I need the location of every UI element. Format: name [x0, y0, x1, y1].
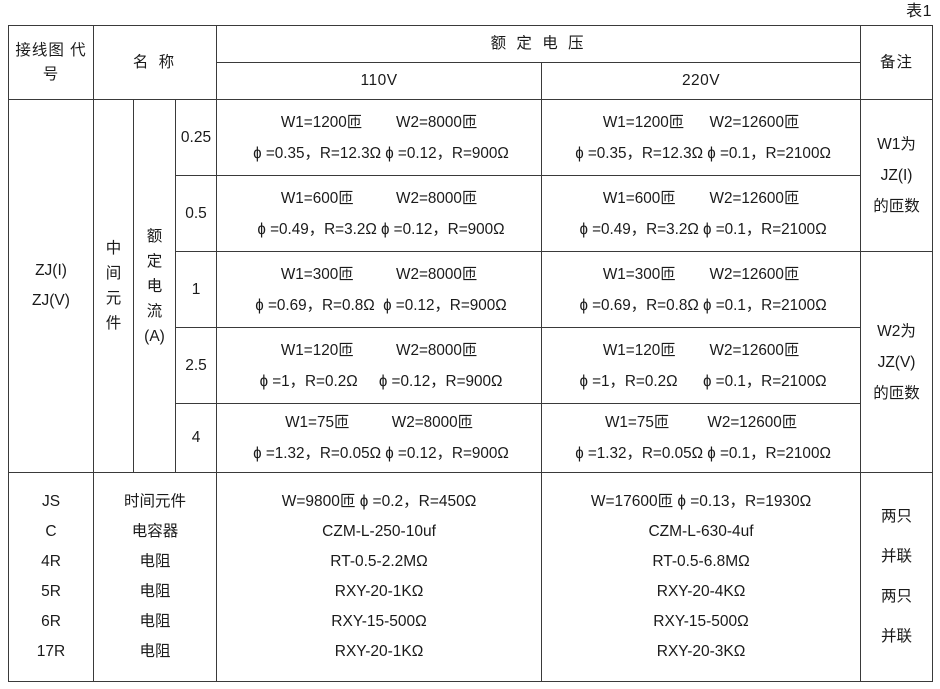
zj-winding-110-1: W1=600匝 W2=8000匝 ɸ =0.49，R=3.2Ω ɸ =0.12，…: [216, 175, 543, 252]
winding-line-1: W1=300匝 W2=8000匝: [280, 265, 478, 283]
winding-line-1: W1=1200匝 W2=12600匝: [602, 113, 800, 131]
component-codes: JS C 4R 5R 6R 17R: [8, 472, 94, 682]
header-voltage-220: 220V: [541, 62, 862, 100]
zj-current-2: 1: [174, 251, 218, 328]
zj-winding-110-3: W1=120匝 W2=8000匝 ɸ =1，R=0.2Ω ɸ =0.12，R=9…: [216, 327, 543, 404]
component-remark: 两只 并联 两只 并联: [860, 472, 934, 682]
zj-row-0: ZJ(I) ZJ(V) 中 间 元 件 额 定 电 流 (A) 0.25 W1=…: [8, 99, 934, 473]
header-remark: 备注: [860, 25, 934, 100]
zj-row-4: 4 W1=75匝 W2=8000匝 ɸ =1.32，R=0.05Ω ɸ =0.1…: [9, 403, 933, 473]
zj-name: 中 间 元 件: [93, 99, 134, 473]
header-row-2: 110V 220V: [9, 62, 933, 100]
winding-line-2: ɸ =1.32，R=0.05Ω ɸ =0.12，R=900Ω: [253, 445, 509, 462]
winding-line-2: ɸ =0.49，R=3.2Ω ɸ =0.1，R=2100Ω: [579, 220, 827, 238]
winding-line-2: ɸ =1，R=0.2Ω ɸ =0.12，R=900Ω: [259, 372, 503, 390]
zj-winding-220-2: W1=300匝 W2=12600匝 ɸ =0.69，R=0.8Ω ɸ =0.1，…: [541, 251, 862, 328]
zj-code: ZJ(I) ZJ(V): [8, 99, 94, 473]
zj-remark-w2: W2为 JZ(V) 的匝数: [860, 251, 934, 473]
component-spec-220: W=17600匝 ɸ =0.13，R=1930Ω CZM-L-630-4uf R…: [541, 472, 862, 682]
zj-winding-220-3: W1=120匝 W2=12600匝 ɸ =1，R=0.2Ω ɸ =0.1，R=2…: [541, 327, 862, 404]
zj-row-3: 2.5 W1=120匝 W2=8000匝 ɸ =1，R=0.2Ω ɸ =0.12…: [9, 327, 933, 404]
zj-winding-220-0: W1=1200匝 W2=12600匝 ɸ =0.35，R=12.3Ω ɸ =0.…: [541, 99, 862, 176]
winding-line-1: W1=600匝 W2=12600匝: [602, 189, 800, 207]
winding-line-2: ɸ =0.69，R=0.8Ω ɸ =0.1，R=2100Ω: [579, 296, 827, 314]
winding-line-1: W1=120匝 W2=8000匝: [280, 341, 478, 359]
winding-line-2: ɸ =1.32，R=0.05Ω ɸ =0.1，R=2100Ω: [575, 445, 831, 462]
header-row-1: 接线图 代 号 名 称 额 定 电 压 备注: [8, 25, 934, 100]
winding-line-2: ɸ =0.35，R=12.3Ω ɸ =0.12，R=900Ω: [253, 144, 509, 162]
winding-line-2: ɸ =0.49，R=3.2Ω ɸ =0.12，R=900Ω: [257, 220, 505, 238]
winding-line-1: W1=75匝 W2=12600匝: [604, 414, 798, 431]
zj-winding-220-1: W1=600匝 W2=12600匝 ɸ =0.49，R=3.2Ω ɸ =0.1，…: [541, 175, 862, 252]
components-row: JS C 4R 5R 6R 17R 时间元件 电容器 电阻 电阻 电阻 电阻 W…: [8, 472, 934, 682]
zj-winding-220-4: W1=75匝 W2=12600匝 ɸ =1.32，R=0.05Ω ɸ =0.1，…: [541, 403, 862, 473]
winding-line-2: ɸ =0.69，R=0.8Ω ɸ =0.12，R=900Ω: [255, 296, 507, 314]
winding-line-2: ɸ =0.35，R=12.3Ω ɸ =0.1，R=2100Ω: [575, 144, 831, 162]
component-spec-110: W=9800匝 ɸ =0.2，R=450Ω CZM-L-250-10uf RT-…: [216, 472, 543, 682]
component-names: 时间元件 电容器 电阻 电阻 电阻 电阻: [92, 472, 218, 682]
zj-current-0: 0.25: [174, 99, 218, 176]
winding-line-1: W1=75匝 W2=8000匝: [285, 414, 473, 431]
zj-winding-110-2: W1=300匝 W2=8000匝 ɸ =0.69，R=0.8Ω ɸ =0.12，…: [216, 251, 543, 328]
header-rated-voltage: 额 定 电 压: [216, 25, 862, 63]
header-voltage-110: 110V: [216, 62, 543, 100]
header-name: 名 称: [92, 25, 218, 100]
zj-row-2: 1 W1=300匝 W2=8000匝 ɸ =0.69，R=0.8Ω ɸ =0.1…: [9, 251, 934, 473]
zj-current-3: 2.5: [174, 327, 218, 404]
specification-table: 接线图 代 号 名 称 额 定 电 压 备注 110V 220V ZJ(I) Z…: [8, 25, 934, 682]
winding-line-1: W1=300匝 W2=12600匝: [602, 265, 800, 283]
winding-line-2: ɸ =1，R=0.2Ω ɸ =0.1，R=2100Ω: [579, 372, 827, 390]
zj-winding-110-4: W1=75匝 W2=8000匝 ɸ =1.32，R=0.05Ω ɸ =0.12，…: [216, 403, 543, 473]
winding-line-1: W1=120匝 W2=12600匝: [602, 341, 800, 359]
table-caption: 表1: [906, 3, 932, 20]
zj-winding-110-0: W1=1200匝 W2=8000匝 ɸ =0.35，R=12.3Ω ɸ =0.1…: [216, 99, 543, 176]
winding-line-1: W1=1200匝 W2=8000匝: [280, 113, 478, 131]
header-wiring-code: 接线图 代 号: [8, 25, 94, 100]
zj-current-1: 0.5: [174, 175, 218, 252]
winding-line-1: W1=600匝 W2=8000匝: [280, 189, 478, 207]
zj-current-4: 4: [174, 403, 218, 473]
zj-row-1: 0.5 W1=600匝 W2=8000匝 ɸ =0.49，R=3.2Ω ɸ =0…: [9, 175, 933, 252]
zj-parameter: 额 定 电 流 (A): [133, 99, 176, 473]
zj-remark-w1: W1为 JZ(I) 的匝数: [860, 99, 934, 252]
